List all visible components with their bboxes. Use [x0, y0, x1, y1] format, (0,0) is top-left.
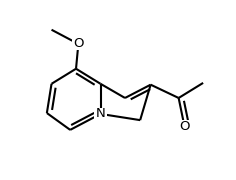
FancyBboxPatch shape — [178, 120, 191, 132]
Text: O: O — [179, 120, 190, 133]
Text: O: O — [73, 37, 84, 50]
FancyBboxPatch shape — [72, 38, 85, 50]
Text: N: N — [96, 107, 105, 120]
FancyBboxPatch shape — [94, 108, 107, 120]
